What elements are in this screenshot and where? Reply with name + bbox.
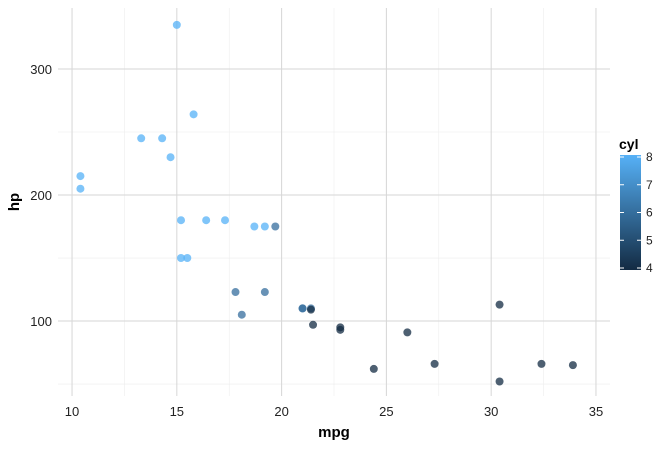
data-point xyxy=(369,364,378,373)
data-point xyxy=(202,216,211,225)
legend-tick-label: 7 xyxy=(646,178,653,192)
data-point xyxy=(495,377,504,386)
data-point xyxy=(221,216,230,225)
x-tick-label: 35 xyxy=(589,404,603,419)
y-axis-label: hp xyxy=(6,193,23,211)
data-point xyxy=(76,172,85,181)
legend-tick-label: 8 xyxy=(646,150,653,164)
data-point xyxy=(250,222,259,231)
legend-colorbar xyxy=(620,155,641,270)
legend-tick-label: 4 xyxy=(646,261,653,275)
x-tick-label: 20 xyxy=(274,404,288,419)
data-point xyxy=(403,328,412,337)
data-point xyxy=(237,310,246,319)
x-axis-label: mpg xyxy=(318,424,350,441)
data-point xyxy=(306,305,315,314)
data-point xyxy=(172,20,181,29)
y-tick-label: 200 xyxy=(30,188,52,203)
data-point xyxy=(537,359,546,368)
data-point xyxy=(166,153,175,162)
minor-gridlines xyxy=(58,8,610,396)
data-point xyxy=(271,222,280,231)
data-point xyxy=(177,216,186,225)
data-point xyxy=(189,110,198,119)
legend: cyl 4 5 6 7 8 xyxy=(619,136,653,275)
x-axis-ticks: 10 15 20 25 30 35 xyxy=(65,404,603,419)
data-point xyxy=(137,134,146,143)
data-point xyxy=(260,222,269,231)
x-tick-label: 15 xyxy=(170,404,184,419)
legend-tick-label: 5 xyxy=(646,233,653,247)
y-tick-label: 300 xyxy=(30,62,52,77)
x-tick-label: 10 xyxy=(65,404,79,419)
data-point xyxy=(231,288,240,297)
data-point xyxy=(260,288,269,297)
x-tick-label: 30 xyxy=(484,404,498,419)
data-point xyxy=(568,361,577,370)
legend-tick-label: 6 xyxy=(646,206,653,220)
data-point xyxy=(336,323,345,332)
data-point xyxy=(76,184,85,193)
legend-ticks: 4 5 6 7 8 xyxy=(620,150,653,275)
data-point xyxy=(298,304,307,313)
data-point xyxy=(430,359,439,368)
data-point xyxy=(309,320,318,329)
data-point xyxy=(177,254,186,263)
y-axis-ticks: 100 200 300 xyxy=(30,62,52,329)
major-gridlines xyxy=(58,8,610,396)
x-tick-label: 25 xyxy=(379,404,393,419)
data-point xyxy=(495,300,504,309)
data-point xyxy=(158,134,167,143)
data-point xyxy=(183,254,192,263)
data-points xyxy=(76,20,577,386)
legend-title: cyl xyxy=(619,136,638,152)
y-tick-label: 100 xyxy=(30,314,52,329)
